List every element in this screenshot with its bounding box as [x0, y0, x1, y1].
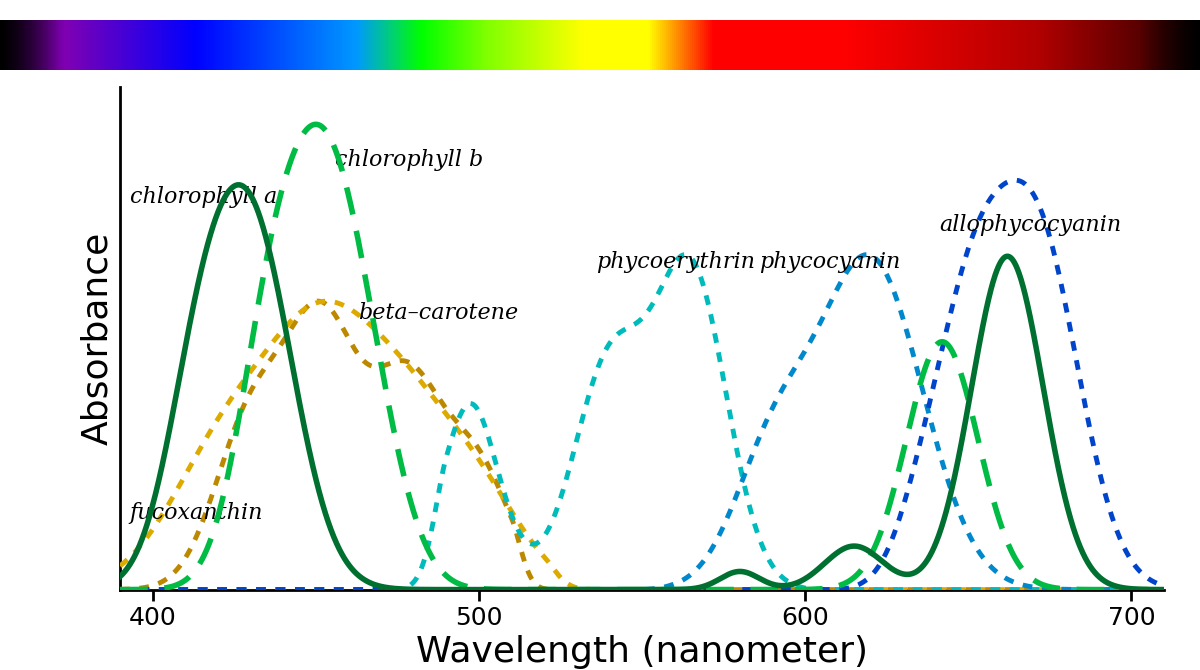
Text: allophycocyanin: allophycocyanin [938, 214, 1121, 236]
Text: chlorophyll b: chlorophyll b [335, 149, 484, 171]
Y-axis label: Absorbance: Absorbance [80, 232, 114, 445]
X-axis label: Wavelength (nanometer): Wavelength (nanometer) [416, 635, 868, 669]
Text: phycocyanin: phycocyanin [760, 251, 901, 273]
Text: beta–carotene: beta–carotene [358, 302, 518, 324]
Text: chlorophyll a: chlorophyll a [130, 186, 277, 208]
Text: phycoerythrin: phycoerythrin [596, 251, 755, 273]
Text: fucoxanthin: fucoxanthin [130, 502, 263, 525]
